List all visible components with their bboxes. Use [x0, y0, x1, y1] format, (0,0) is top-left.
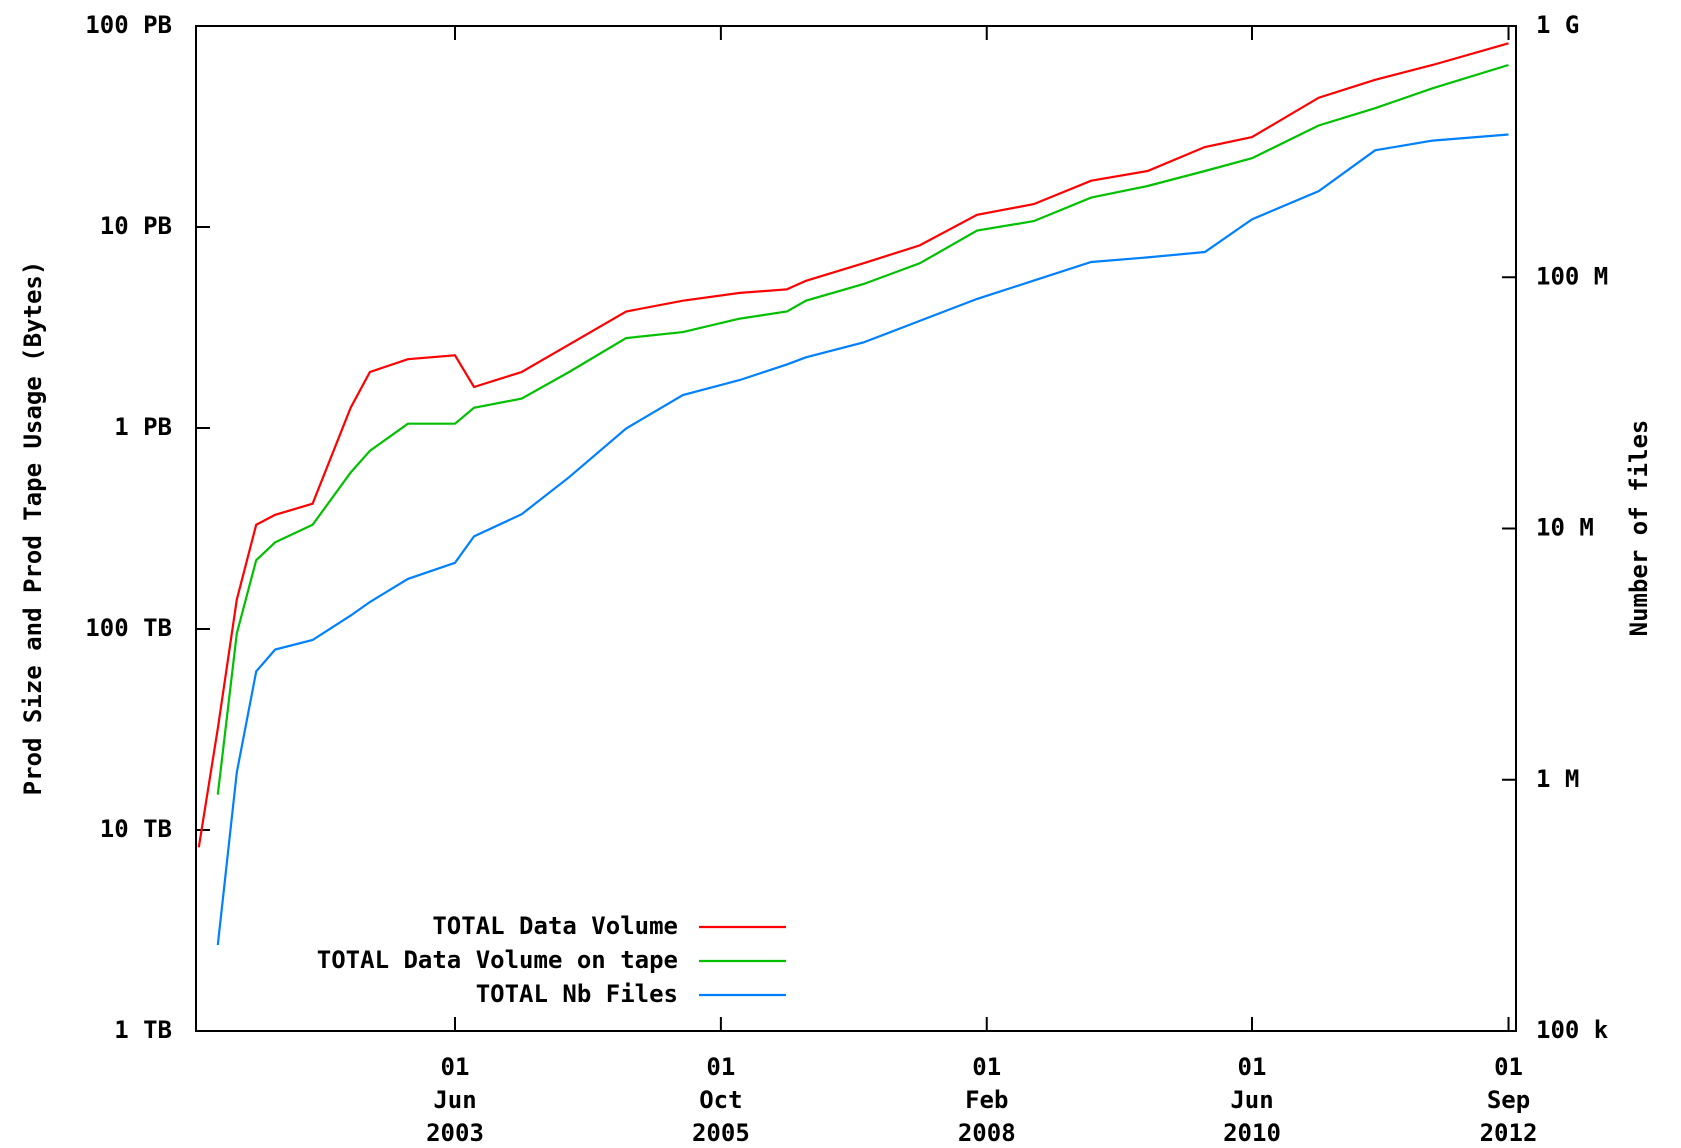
legend-label: TOTAL Data Volume: [432, 912, 678, 940]
y2-axis-title: Number of files: [1625, 420, 1653, 637]
plot-frame: [195, 25, 1517, 1032]
legend-label: TOTAL Nb Files: [476, 980, 678, 1008]
y-axis-title: Prod Size and Prod Tape Usage (Bytes): [19, 261, 47, 796]
y-tick-label: 1 PB: [114, 413, 172, 441]
y-tick-label: 1 TB: [114, 1016, 172, 1044]
x-tick-label: 01 Sep 2012: [1479, 1053, 1538, 1147]
y-tick-label: 100 PB: [85, 11, 172, 39]
y2-tick-label: 10 M: [1536, 514, 1594, 542]
y2-tick-label: 100 k: [1536, 1016, 1609, 1044]
y2-tick-label: 1 G: [1536, 11, 1579, 39]
x-tick-label: 01 Oct 2005: [691, 1053, 750, 1147]
x-tick-label: 01 Feb 2008: [957, 1053, 1016, 1147]
y2-tick-label: 100 M: [1536, 262, 1608, 290]
legend-label: TOTAL Data Volume on tape: [317, 946, 678, 974]
y-tick-label: 100 TB: [85, 614, 172, 642]
x-tick-label: 01 Jun 2010: [1223, 1053, 1281, 1147]
data-line: [197, 42, 1509, 848]
y2-tick-label: 1 M: [1536, 765, 1579, 793]
x-tick-label: 01 Jun 2003: [426, 1053, 484, 1147]
data-line: [216, 63, 1509, 795]
data-line: [216, 133, 1509, 946]
y-tick-label: 10 PB: [100, 212, 172, 240]
y-tick-label: 10 TB: [100, 815, 172, 843]
